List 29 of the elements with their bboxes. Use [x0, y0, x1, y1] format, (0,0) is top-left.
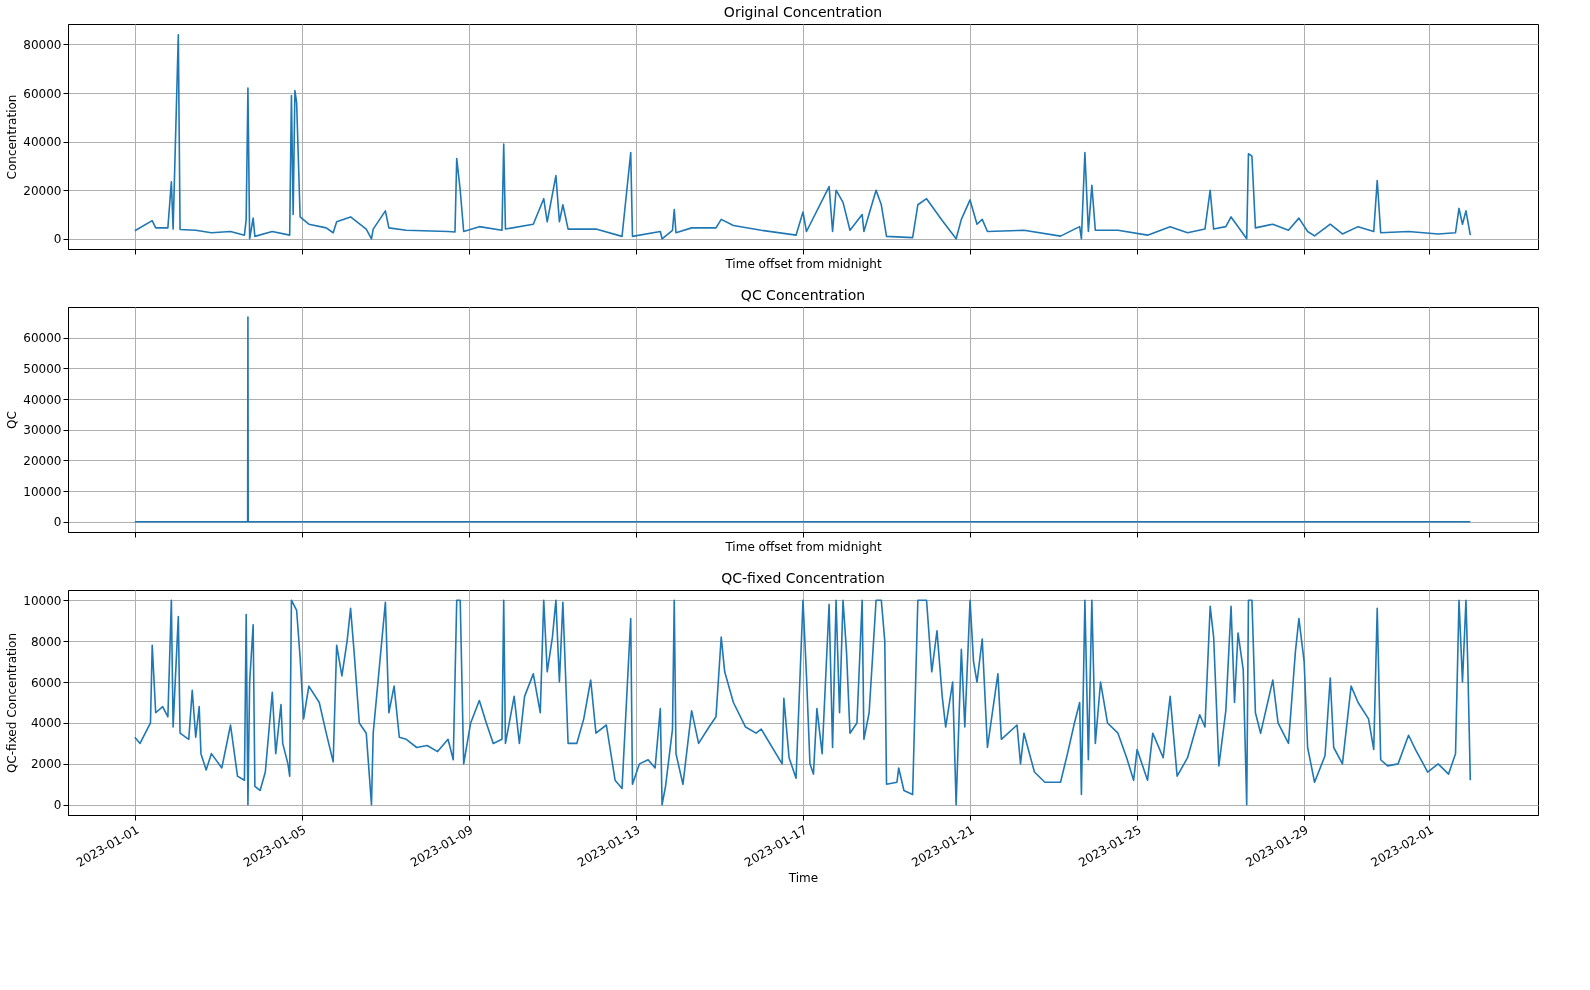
y-tick-label: 0 — [53, 515, 62, 530]
y-tick-label: 2000 — [30, 757, 62, 772]
y-tick-label: 80000 — [23, 37, 62, 52]
y-axis-title: Concentration — [5, 94, 20, 180]
y-tick-label: 50000 — [23, 361, 62, 376]
y-tick-label: 0 — [53, 798, 62, 813]
y-tick-label: 60000 — [23, 331, 62, 346]
y-tick-label: 30000 — [23, 423, 62, 438]
y-tick-label: 8000 — [30, 634, 62, 649]
y-tick-label: 40000 — [23, 135, 62, 150]
chart-title: QC Concentration — [740, 287, 866, 303]
y-tick-label: 40000 — [23, 392, 62, 407]
y-tick-label: 60000 — [23, 86, 62, 101]
line-series — [134, 33, 1472, 240]
y-tick-label: 20000 — [23, 183, 62, 198]
y-axis-title: QC-fixed Concentration — [5, 632, 20, 774]
y-tick-label: 6000 — [30, 675, 62, 690]
y-axis-title: QC — [5, 411, 20, 429]
line-series — [134, 599, 1472, 806]
y-tick-label: 10000 — [23, 484, 62, 499]
y-tick-label: 0 — [53, 232, 62, 247]
x-axis-title: Time offset from midnight — [724, 257, 882, 271]
y-tick-label: 4000 — [30, 716, 62, 731]
chart-title: QC-fixed Concentration — [721, 570, 885, 586]
y-tick-label: 10000 — [23, 593, 62, 608]
x-axis-title: Time — [787, 870, 819, 885]
chart-title: Original Concentration — [723, 4, 883, 20]
x-axis-title: Time offset from midnight — [724, 540, 882, 554]
y-tick-label: 20000 — [23, 453, 62, 468]
